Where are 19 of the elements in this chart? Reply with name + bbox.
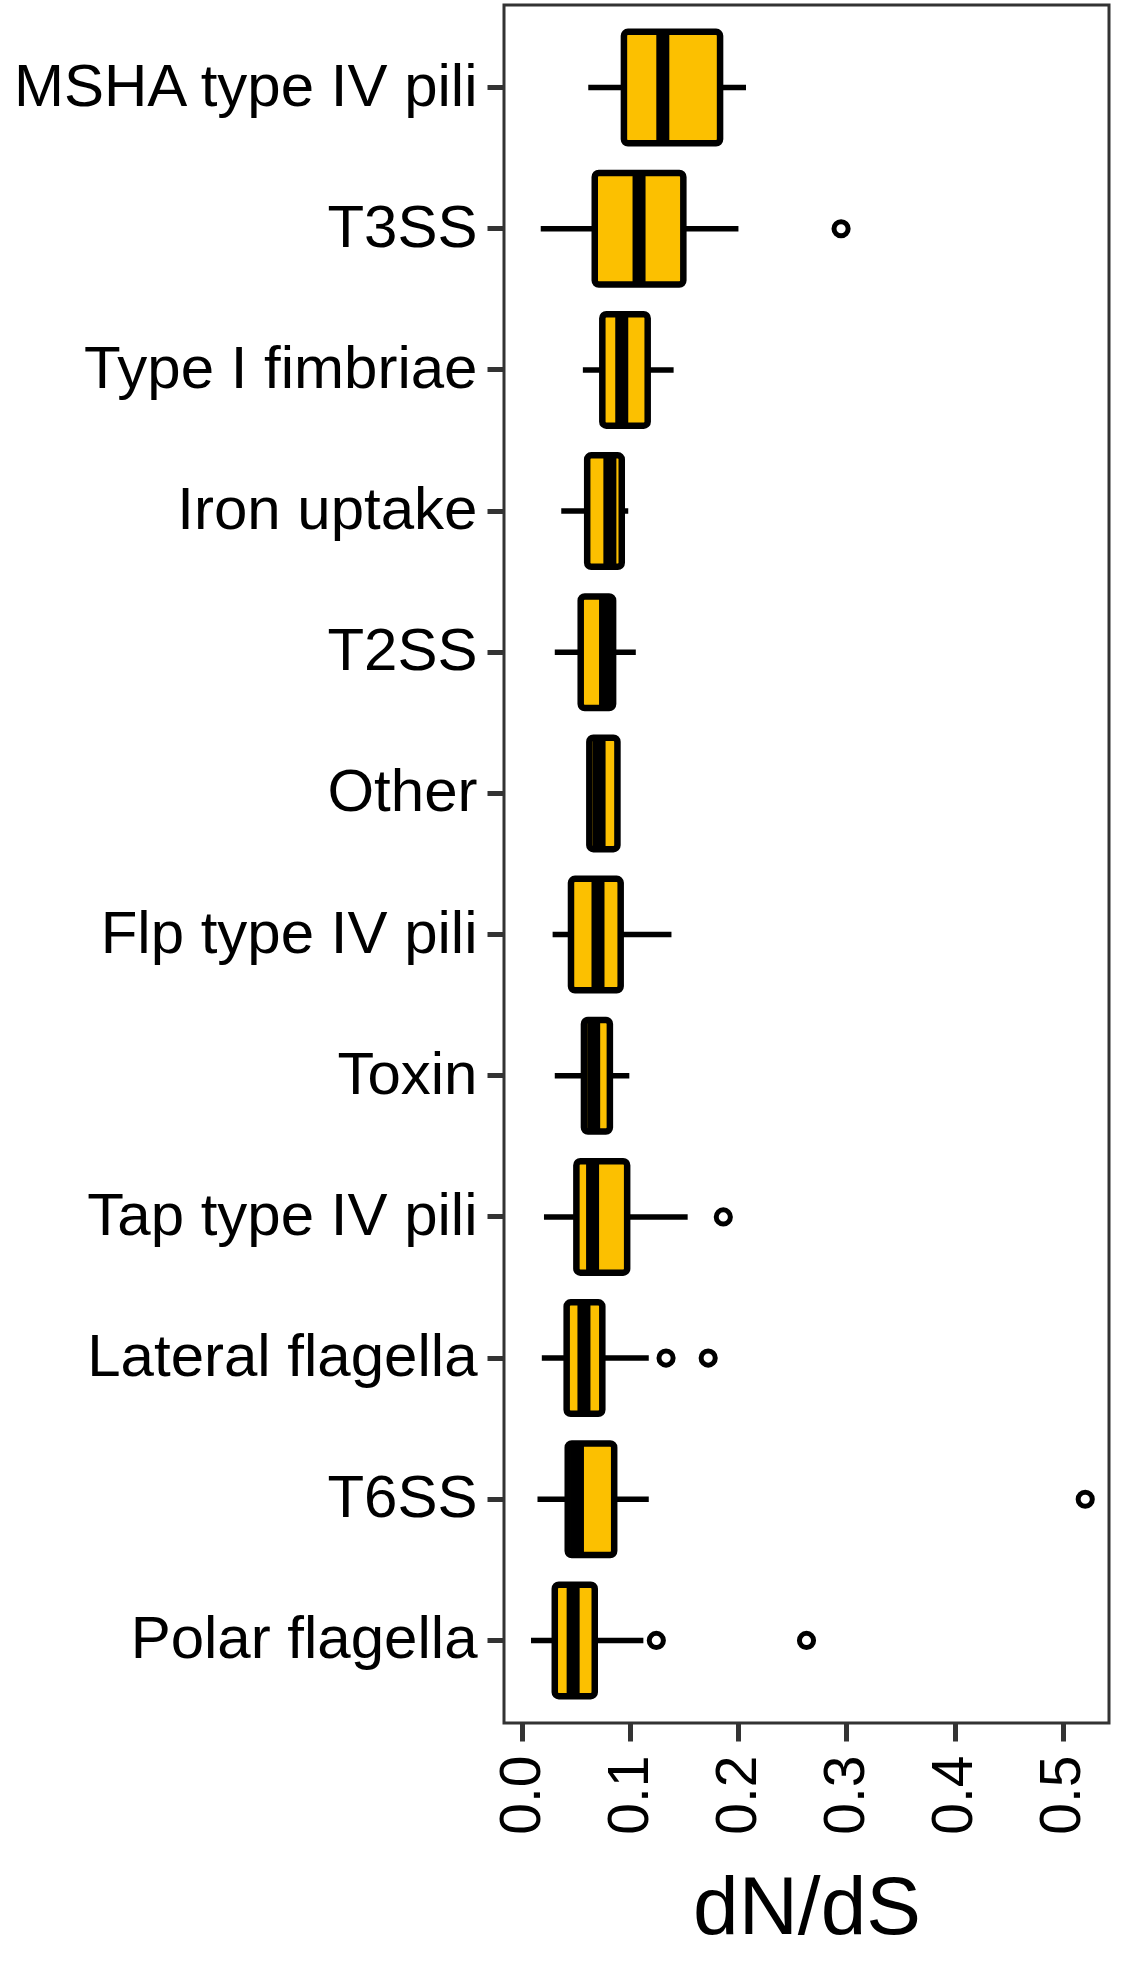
- y-tick-label: Toxin: [337, 1039, 478, 1107]
- y-tick-label: MSHA type IV pili: [13, 51, 478, 119]
- y-tick-label: T3SS: [327, 192, 478, 260]
- y-tick-label: Other: [327, 757, 478, 825]
- x-tick-label: 0.4: [920, 1755, 985, 1835]
- y-tick-label: Type I fimbriae: [84, 333, 478, 401]
- y-tick-label: Lateral flagella: [87, 1322, 479, 1390]
- x-tick-label: 0.5: [1028, 1755, 1093, 1835]
- y-tick-label: Flp type IV pili: [100, 898, 478, 966]
- x-tick-label: 0.0: [487, 1755, 552, 1835]
- y-tick-label: Tap type IV pili: [87, 1180, 478, 1248]
- y-tick-label: Iron uptake: [177, 475, 478, 543]
- x-axis-title: dN/dS: [693, 1859, 921, 1951]
- y-tick-label: T2SS: [327, 616, 478, 684]
- y-tick-label: T6SS: [327, 1463, 478, 1531]
- y-tick-label: Polar flagella: [130, 1604, 479, 1672]
- x-tick-label: 0.1: [595, 1755, 660, 1835]
- x-tick-label: 0.3: [811, 1755, 876, 1835]
- x-tick-label: 0.2: [703, 1755, 768, 1835]
